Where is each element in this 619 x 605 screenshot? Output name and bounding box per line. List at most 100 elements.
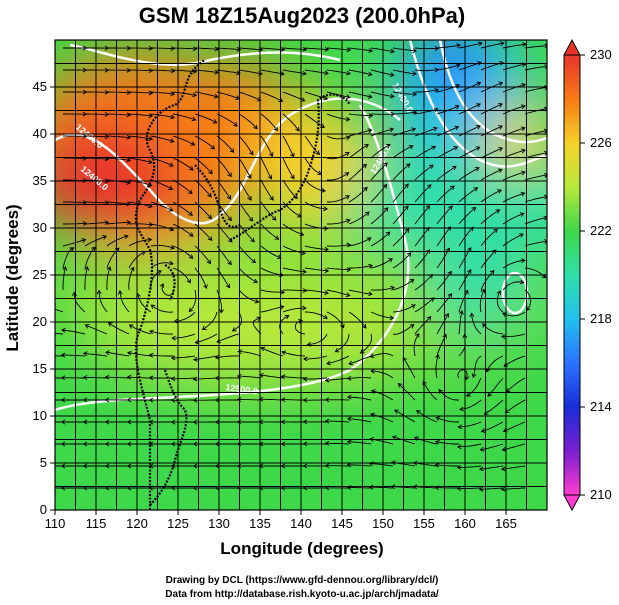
- streamline-arrow: [104, 463, 110, 469]
- streamline-arrow: [321, 188, 326, 193]
- streamline: [128, 267, 135, 291]
- streamline: [282, 157, 295, 179]
- streamline: [480, 209, 500, 225]
- wind-streamlines: [55, 41, 547, 492]
- streamline-arrow: [237, 349, 242, 355]
- streamline: [237, 375, 262, 379]
- streamline-arrow: [126, 374, 132, 380]
- streamline: [84, 221, 109, 225]
- x-tick-label: 110: [45, 516, 66, 531]
- streamline: [128, 157, 153, 164]
- streamline-arrow: [408, 144, 414, 150]
- streamline-arrow: [104, 441, 110, 447]
- streamline-arrow: [450, 185, 455, 190]
- streamline: [370, 91, 394, 98]
- streamline: [84, 201, 109, 204]
- streamline-arrow: [520, 126, 526, 132]
- streamline-arrow: [192, 397, 198, 403]
- streamline: [502, 105, 526, 115]
- streamline: [392, 111, 417, 115]
- streamline-arrow: [192, 376, 198, 382]
- streamline: [194, 223, 213, 241]
- streamline: [435, 354, 439, 379]
- streamline: [480, 443, 504, 451]
- streamline: [84, 235, 107, 247]
- colorbar-tick-label: 218: [590, 311, 612, 326]
- streamline-arrow: [188, 254, 194, 259]
- streamline: [347, 377, 372, 380]
- streamline-arrow: [267, 174, 273, 180]
- streamline-arrow: [105, 350, 110, 356]
- streamline-arrow: [498, 147, 503, 152]
- streamline-arrow: [434, 439, 440, 445]
- streamline-arrow: [170, 245, 175, 250]
- streamline: [151, 304, 174, 313]
- streamline-arrow: [411, 127, 417, 133]
- streamline-arrow: [226, 194, 232, 200]
- streamline-arrow: [250, 237, 255, 243]
- streamline: [188, 289, 197, 312]
- streamline: [282, 223, 304, 236]
- streamline: [150, 113, 175, 119]
- streamline: [171, 355, 196, 359]
- streamline: [471, 313, 482, 335]
- streamline-arrow: [475, 146, 481, 151]
- streamline-arrow: [491, 249, 497, 254]
- streamline-arrow: [346, 394, 352, 400]
- streamline-arrow: [519, 279, 525, 285]
- streamline-arrow: [394, 409, 399, 414]
- streamline-arrow: [60, 419, 66, 425]
- streamline: [73, 292, 86, 313]
- streamline: [304, 69, 329, 74]
- streamline-arrow: [324, 463, 330, 469]
- streamline: [259, 398, 284, 401]
- streamline: [416, 410, 438, 423]
- streamline: [348, 211, 370, 225]
- streamline-arrow: [256, 96, 262, 102]
- streamline-arrow: [102, 235, 108, 240]
- streamline: [458, 187, 478, 203]
- streamline-arrow: [280, 71, 285, 77]
- streamline-arrow: [192, 92, 198, 98]
- colorbar-tick-label: 210: [590, 487, 612, 502]
- streamline-arrow: [496, 290, 501, 296]
- streamline: [216, 113, 238, 127]
- streamline-arrow: [324, 290, 329, 296]
- streamline: [348, 311, 367, 329]
- streamline-arrow: [190, 141, 196, 146]
- streamline-arrow: [82, 221, 88, 226]
- streamline: [327, 195, 350, 203]
- x-tick-label: 130: [208, 516, 230, 531]
- streamline: [347, 396, 372, 401]
- streamline-arrow: [302, 397, 308, 403]
- y-tick-label: 10: [33, 408, 47, 423]
- streamline: [414, 436, 438, 445]
- streamline: [84, 246, 96, 269]
- streamline-arrow: [544, 85, 547, 91]
- streamline: [106, 221, 131, 225]
- streamline-arrow: [147, 159, 153, 165]
- streamline-arrow: [148, 375, 154, 381]
- streamline-arrow: [362, 323, 367, 329]
- streamline: [436, 166, 457, 181]
- streamline-arrow: [206, 259, 212, 265]
- streamline-arrow: [412, 48, 418, 54]
- streamline-arrow: [346, 242, 352, 248]
- streamline-arrow: [191, 116, 197, 122]
- streamline-arrow: [390, 93, 395, 99]
- streamline-arrow: [405, 163, 411, 168]
- streamline-arrow: [346, 267, 352, 273]
- streamline-arrow: [186, 278, 191, 284]
- streamline-arrow: [148, 136, 154, 142]
- streamline: [128, 69, 153, 72]
- streamline-arrow: [412, 110, 418, 116]
- y-tick-label: 15: [33, 361, 47, 376]
- streamline: [304, 47, 329, 51]
- streamline: [326, 172, 349, 181]
- y-tick-label: 35: [33, 173, 47, 188]
- streamline: [216, 69, 241, 74]
- streamline: [325, 442, 350, 445]
- streamline: [436, 416, 459, 423]
- streamline: [502, 43, 527, 49]
